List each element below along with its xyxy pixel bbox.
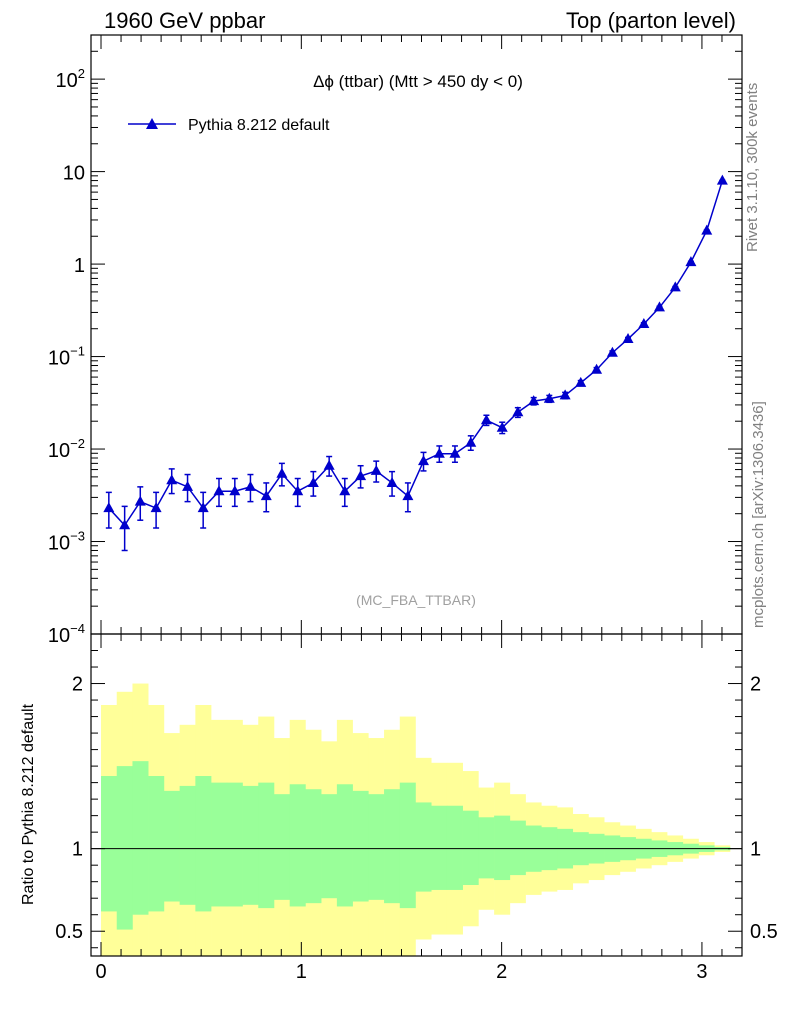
data-point-triangle [591, 363, 603, 374]
ratio-frame [90, 633, 743, 957]
ratio-band-bin [226, 782, 243, 907]
ratio-y-tick-label: 0.5 [55, 921, 83, 943]
data-point-triangle [653, 301, 665, 312]
ratio-band-bin [132, 761, 149, 915]
data-point-triangle [433, 447, 445, 458]
ratio-band-bin [494, 815, 511, 881]
ratio-band-bin [415, 802, 432, 892]
data-point-triangle [103, 502, 115, 513]
ratio-y-tick-label-right: 2 [750, 674, 761, 696]
data-point-triangle [480, 414, 492, 425]
data-point-triangle [418, 455, 430, 466]
legend: Pythia 8.212 default [128, 117, 330, 134]
header-process-label: 1960 GeV ppbar [104, 8, 266, 33]
data-point-triangle [166, 474, 178, 485]
ratio-band-bin [462, 810, 479, 885]
data-point-triangle [465, 436, 477, 447]
data-point-triangle [449, 447, 461, 458]
ratio-band-bin [446, 805, 463, 890]
y-tick-label: 10−4 [48, 621, 85, 647]
data-point-triangle [685, 256, 697, 267]
data-point-triangle [512, 406, 524, 417]
data-point-triangle [496, 421, 508, 432]
y-tick-label: 10−2 [48, 436, 85, 462]
ratio-band-bin [273, 794, 291, 900]
x-tick-label: 2 [496, 961, 507, 983]
data-point-triangle [716, 174, 728, 185]
ratio-band-bin [258, 782, 275, 909]
data-point-triangle [402, 490, 414, 501]
ratio-y-tick-label-right: 0.5 [750, 921, 778, 943]
ratio-band-bin [384, 789, 401, 904]
ratio-y-tick-label: 1 [72, 839, 83, 861]
ratio-band-bin [195, 776, 212, 912]
ratio-uncertainty-bands [101, 683, 731, 956]
legend-entry-label: Pythia 8.212 default [188, 117, 330, 134]
main-plot-title: Δϕ (ttbar) (Mtt > 450 dy < 0) [313, 72, 523, 91]
x-tick-label: 0 [95, 961, 106, 983]
data-point-triangle [292, 485, 304, 496]
ratio-band-bin [163, 790, 180, 902]
data-point-triangle [543, 392, 555, 403]
data-point-triangle [701, 224, 713, 235]
header-observable-group: Top (parton level) [566, 8, 736, 33]
data-point-triangle [307, 476, 319, 487]
ratio-band-bin [368, 794, 385, 900]
ratio-band-bin [179, 785, 196, 905]
ratio-band-bin [352, 790, 369, 902]
data-point-triangle [134, 495, 146, 506]
ratio-band-bin [148, 776, 165, 912]
ratio-band-bin [116, 766, 133, 930]
y-tick-label: 10−3 [48, 529, 85, 555]
data-point-triangle [323, 459, 335, 470]
axis-ticks: 0 1 2 3 10−4 10−3 10−2 10−1 1 10 102 0.5 0.5 1 1 2 2 [48, 34, 778, 983]
data-point-triangle [355, 470, 367, 481]
ratio-band-bin [399, 782, 416, 909]
data-point-triangle [622, 332, 634, 343]
x-tick-label: 3 [696, 961, 707, 983]
data-point-triangle [229, 485, 241, 496]
ratio-band-bin [321, 794, 338, 899]
y-tick-label: 102 [56, 66, 85, 92]
ratio-band-bin [509, 820, 526, 876]
data-point-triangle [119, 519, 131, 530]
ratio-band-bin [431, 805, 448, 890]
data-point-triangle [150, 502, 162, 513]
series-line [108, 180, 724, 527]
data-point-triangle [559, 389, 571, 400]
data-point-triangle [370, 464, 382, 475]
ratio-y-tick-label-right: 1 [750, 839, 761, 861]
ratio-y-tick-label: 2 [72, 674, 83, 696]
ratio-band-bin [242, 785, 259, 905]
ratio-band-bin [305, 789, 322, 904]
y-tick-label: 1 [74, 255, 85, 277]
data-point-triangle [386, 476, 398, 487]
data-point-triangle [197, 502, 209, 513]
ratio-band-bin [211, 782, 228, 907]
data-point-triangle [276, 467, 288, 478]
data-point-triangle [528, 395, 540, 406]
data-point-triangle [638, 317, 650, 328]
data-point-triangle [669, 281, 681, 292]
data-point-triangle [213, 485, 225, 496]
x-tick-label: 1 [296, 961, 307, 983]
data-point-triangle [606, 346, 618, 357]
main-series-group [103, 174, 728, 552]
data-point-triangle [244, 480, 256, 491]
legend-triangle-marker [146, 118, 158, 129]
data-point-triangle [339, 485, 351, 496]
axes-group [90, 34, 743, 957]
ratio-band-bin [478, 817, 495, 879]
data-point-triangle [260, 490, 272, 501]
y-tick-label: 10 [63, 163, 85, 185]
data-point-triangle [575, 376, 587, 387]
data-point-triangle [182, 480, 194, 491]
analysis-watermark: (MC_FBA_TTBAR) [356, 592, 476, 608]
ratio-band-bin [336, 784, 353, 907]
y-tick-label: 10−1 [48, 344, 85, 370]
ratio-band-bin [101, 776, 118, 912]
ratio-band-bin [289, 784, 306, 907]
